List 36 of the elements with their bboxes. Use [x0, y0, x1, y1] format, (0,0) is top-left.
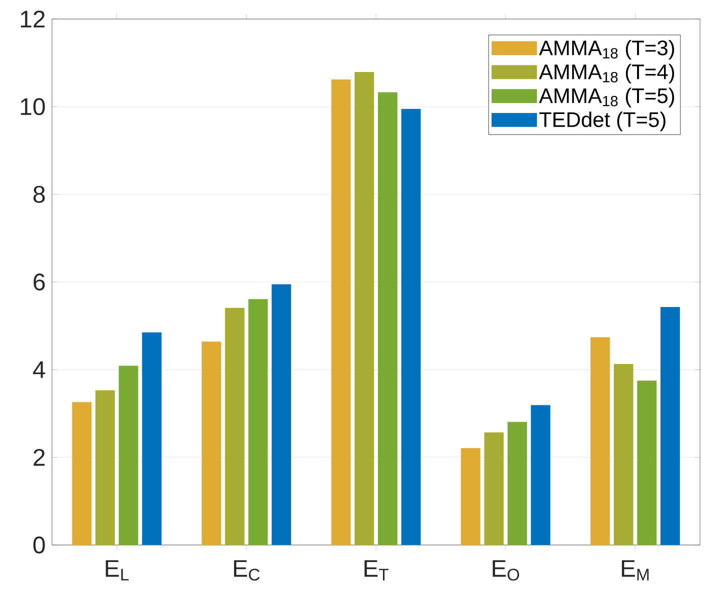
x-tick-label: E$_{T}$ [364, 560, 388, 580]
bar [225, 308, 244, 545]
bar [72, 402, 92, 545]
y-tick-label: 0 [33, 536, 45, 554]
legend-label: AMMA$_{18}$ (T=5) [538, 88, 674, 108]
bar [460, 448, 480, 545]
bar [272, 284, 292, 545]
x-tick-label: E$_{M}$ [622, 560, 649, 580]
bar [660, 306, 680, 545]
legend-label: AMMA$_{18}$ (T=4) [538, 64, 674, 84]
x-tick-label: E$_{O}$ [492, 560, 520, 581]
legend-label: TEDdet (T=5) [539, 112, 666, 132]
y-tick-label: 2 [34, 448, 45, 466]
bar [95, 390, 115, 545]
bar [331, 79, 351, 545]
bar [484, 432, 504, 545]
y-tick-label: 6 [34, 273, 45, 290]
bar [530, 405, 550, 545]
bar [142, 332, 162, 545]
bar [378, 92, 398, 545]
bar [248, 299, 268, 545]
bar [202, 342, 222, 545]
y-tick-label: 8 [34, 186, 45, 203]
y-tick-label: 4 [33, 361, 46, 378]
bar [354, 72, 374, 545]
bar [637, 380, 657, 545]
bar [590, 337, 610, 545]
bar [614, 364, 634, 545]
bar [118, 366, 138, 545]
y-tick-label: 12 [20, 10, 45, 28]
x-tick-label: E$_{L}$ [106, 560, 129, 580]
x-tick-label: E$_{C}$ [234, 560, 260, 581]
legend-label: AMMA$_{18}$ (T=3) [538, 40, 674, 60]
bar [401, 108, 421, 545]
y-tick-label: 10 [20, 98, 45, 116]
bar [508, 422, 527, 545]
